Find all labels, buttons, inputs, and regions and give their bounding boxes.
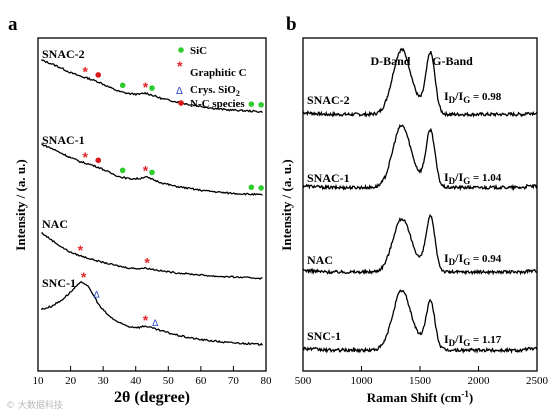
xrd-label-snac-2: SNAC-2 — [42, 47, 85, 61]
xrd-label-snac-1: SNAC-1 — [42, 133, 85, 147]
sic-peak-marker — [119, 167, 126, 174]
legend-sic: SiC — [190, 45, 207, 57]
graphitic-c-peak-marker: * — [81, 269, 87, 285]
id-ig-ratio-snc-1: ID/IG = 1.17 — [444, 332, 502, 348]
x-tick-label-a: 70 — [228, 375, 240, 387]
x-tick-label-b: 2000 — [468, 375, 491, 387]
n-c-peak-marker — [95, 157, 102, 164]
raman-label-snac-1: SNAC-1 — [307, 171, 350, 185]
graphitic-c-peak-marker: * — [144, 254, 150, 270]
legend-a: SiC * Graphitic C Δ Crys. SiO2 N-C speci… — [176, 45, 247, 110]
legend-graphitic-c: Graphitic C — [190, 67, 247, 79]
raman-curves — [302, 47, 538, 354]
graphitic-c-peak-marker: * — [143, 79, 149, 95]
raman-curve-nac — [302, 213, 538, 276]
x-axis-label-b: Raman Shift (cm-1) — [367, 389, 473, 405]
raman-label-snac-2: SNAC-2 — [307, 93, 350, 107]
x-tick-label-a: 20 — [65, 375, 77, 387]
n-c-peak-marker — [95, 72, 102, 78]
x-ticks-a: 10 20 30 40 50 60 70 80 — [33, 366, 273, 387]
raman-curve-snac-1 — [302, 123, 538, 192]
x-tick-label-a: 10 — [33, 375, 45, 387]
legend-crys-sio2: Crys. SiO2 — [190, 84, 240, 98]
panel-a: a 10 20 30 40 50 60 70 80 *******Δ* Δ SNAC-2SNAC… — [8, 14, 272, 406]
raman-label-nac: NAC — [307, 253, 333, 267]
x-tick-label-a: 40 — [130, 375, 142, 387]
sic-peak-marker — [248, 101, 255, 107]
sic-peak-marker — [248, 184, 255, 191]
raman-label-snc-1: SNC-1 — [307, 329, 341, 343]
raman-curve-snac-2 — [302, 47, 538, 118]
x-tick-label-b: 500 — [295, 375, 312, 387]
id-ig-ratio-nac: ID/IG = 0.94 — [444, 251, 502, 267]
raman-curve-snc-1 — [302, 289, 538, 354]
panel-b: b 500 1000 1500 2000 2500 SNAC-2 SNAC-1 NAC SNC… — [279, 14, 549, 405]
sic-marker-icon — [178, 47, 184, 53]
graphitic-c-peak-marker: * — [143, 312, 149, 328]
xrd-label-snc-1: SNC-1 — [42, 276, 76, 290]
id-ig-ratio-snac-2: ID/IG = 0.98 — [444, 89, 502, 105]
xrd-curve-snac-2 — [40, 59, 263, 114]
x-tick-label-a: 60 — [195, 375, 207, 387]
crys-sio2-marker-icon: Δ — [176, 86, 183, 97]
xrd-peak-markers: *******Δ* Δ — [78, 64, 264, 329]
id-ig-ratio-snac-1: ID/IG = 1.04 — [444, 170, 502, 186]
plot-frame-b — [302, 37, 538, 372]
x-tick-label-b: 2500 — [526, 375, 549, 387]
graphitic-c-peak-marker: * — [83, 64, 89, 80]
x-tick-label-b: 1000 — [351, 375, 374, 387]
sic-peak-marker — [258, 101, 264, 108]
n-c-species-marker-icon — [178, 100, 184, 106]
legend-n-c-species: N-C species — [190, 98, 245, 110]
g-band-label: G-Band — [432, 54, 473, 68]
xrd-label-nac: NAC — [42, 217, 68, 231]
x-tick-label-b: 1500 — [409, 375, 432, 387]
crys-sio2-peak-marker: Δ — [94, 291, 101, 301]
sic-peak-marker — [149, 85, 155, 91]
x-axis-label-a: 2θ (degree) — [114, 389, 190, 406]
watermark: © 大数据科技 — [6, 399, 63, 411]
x-tick-label-a: 80 — [261, 375, 273, 387]
sic-peak-marker — [149, 169, 155, 176]
xrd-curve-snac-1 — [41, 143, 263, 196]
sic-peak-marker — [258, 185, 264, 191]
xrd-curve-snc-1 — [40, 280, 263, 346]
id-ig-ratio-labels: ID/IG = 0.98 ID/IG = 1.04 ID/IG = 0.94 ID/I… — [444, 89, 502, 348]
graphitic-c-peak-marker: * — [143, 163, 149, 179]
panel-label-b: b — [286, 14, 297, 35]
x-ticks-b: 500 1000 1500 2000 2500 — [295, 366, 549, 387]
xrd-curve-nac — [41, 232, 263, 280]
raman-series-labels: SNAC-2 SNAC-1 NAC SNC-1 — [307, 93, 350, 343]
sic-peak-marker — [119, 82, 126, 89]
d-band-label: D-Band — [370, 54, 410, 68]
xrd-series-labels: SNAC-2 SNAC-1 NAC SNC-1 — [42, 47, 85, 290]
crys-sio2-peak-marker: Δ — [152, 319, 159, 329]
x-tick-label-a: 30 — [98, 375, 110, 387]
panel-label-a: a — [8, 14, 18, 35]
y-axis-label-b: Intensity / (a. u.) — [279, 159, 294, 250]
graphitic-c-marker-icon: * — [177, 58, 183, 74]
xrd-curves — [40, 59, 263, 346]
graphitic-c-peak-marker: * — [83, 149, 89, 165]
x-tick-label-a: 50 — [163, 375, 175, 387]
plot-frame-a — [37, 37, 267, 372]
y-axis-label-a: Intensity / (a. u.) — [13, 159, 28, 250]
graphitic-c-peak-marker: * — [78, 242, 84, 258]
